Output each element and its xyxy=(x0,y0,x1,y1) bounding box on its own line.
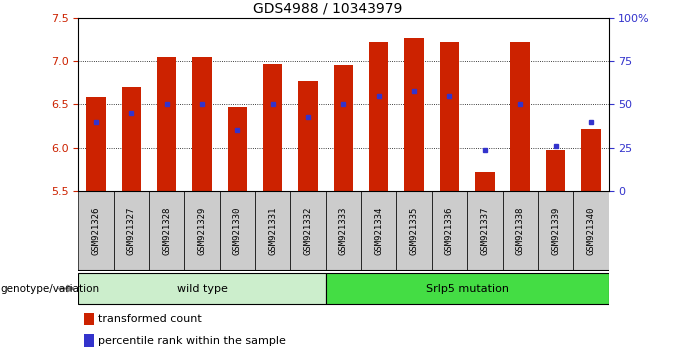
Bar xyxy=(475,172,494,191)
Text: percentile rank within the sample: percentile rank within the sample xyxy=(99,336,286,346)
Bar xyxy=(369,42,388,191)
Bar xyxy=(546,150,565,191)
Text: GSM921326: GSM921326 xyxy=(91,207,101,255)
Bar xyxy=(84,334,94,347)
Bar xyxy=(84,313,94,325)
Bar xyxy=(78,273,326,304)
Text: GSM921335: GSM921335 xyxy=(409,207,419,255)
Bar xyxy=(503,191,538,271)
Bar xyxy=(326,273,609,304)
Bar xyxy=(573,191,609,271)
Bar xyxy=(511,42,530,191)
Text: GSM921331: GSM921331 xyxy=(268,207,277,255)
Text: GSM921338: GSM921338 xyxy=(515,207,525,255)
Bar xyxy=(263,64,282,191)
Bar xyxy=(184,191,220,271)
Text: GSM921333: GSM921333 xyxy=(339,207,348,255)
Bar xyxy=(581,129,600,191)
Bar xyxy=(440,42,459,191)
Bar xyxy=(538,191,573,271)
Bar xyxy=(220,191,255,271)
Bar xyxy=(122,87,141,191)
Text: GSM921340: GSM921340 xyxy=(586,207,596,255)
Text: transformed count: transformed count xyxy=(99,314,202,324)
Text: wild type: wild type xyxy=(177,284,227,293)
Bar xyxy=(299,81,318,191)
Text: GSM921327: GSM921327 xyxy=(126,207,136,255)
Text: GSM921339: GSM921339 xyxy=(551,207,560,255)
Bar xyxy=(114,191,149,271)
Bar xyxy=(228,107,247,191)
Bar xyxy=(78,191,114,271)
Bar xyxy=(396,191,432,271)
Title: GDS4988 / 10343979: GDS4988 / 10343979 xyxy=(253,1,402,15)
Text: GSM921337: GSM921337 xyxy=(480,207,490,255)
Bar xyxy=(432,191,467,271)
Text: genotype/variation: genotype/variation xyxy=(0,284,99,293)
Bar xyxy=(149,191,184,271)
Text: GSM921332: GSM921332 xyxy=(303,207,313,255)
Text: GSM921329: GSM921329 xyxy=(197,207,207,255)
Bar xyxy=(361,191,396,271)
Bar xyxy=(334,65,353,191)
Text: GSM921336: GSM921336 xyxy=(445,207,454,255)
Bar xyxy=(255,191,290,271)
Bar xyxy=(157,57,176,191)
Text: GSM921334: GSM921334 xyxy=(374,207,384,255)
Bar xyxy=(86,97,105,191)
Bar xyxy=(290,191,326,271)
Bar xyxy=(326,191,361,271)
Bar xyxy=(192,57,211,191)
Text: Srlp5 mutation: Srlp5 mutation xyxy=(426,284,509,293)
Text: GSM921330: GSM921330 xyxy=(233,207,242,255)
Bar xyxy=(467,191,503,271)
Bar xyxy=(405,38,424,191)
Text: GSM921328: GSM921328 xyxy=(162,207,171,255)
